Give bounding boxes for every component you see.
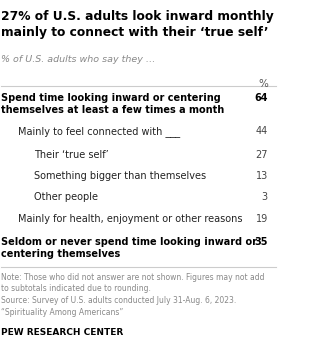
Text: % of U.S. adults who say they …: % of U.S. adults who say they … [1, 55, 156, 64]
Text: 64: 64 [255, 93, 268, 103]
Text: Other people: Other people [34, 193, 98, 202]
Text: Note: Those who did not answer are not shown. Figures may not add
to subtotals i: Note: Those who did not answer are not s… [1, 273, 265, 317]
Text: 13: 13 [256, 171, 268, 181]
Text: Their ‘true self’: Their ‘true self’ [34, 150, 109, 160]
Text: 44: 44 [256, 126, 268, 136]
Text: Mainly to feel connected with ___: Mainly to feel connected with ___ [18, 126, 180, 137]
Text: 19: 19 [256, 214, 268, 224]
Text: Mainly for health, enjoyment or other reasons: Mainly for health, enjoyment or other re… [18, 214, 242, 224]
Text: 27% of U.S. adults look inward monthly
mainly to connect with their ‘true self’: 27% of U.S. adults look inward monthly m… [1, 10, 274, 39]
Text: Spend time looking inward or centering
themselves at least a few times a month: Spend time looking inward or centering t… [1, 93, 225, 115]
Text: 35: 35 [255, 237, 268, 247]
Text: PEW RESEARCH CENTER: PEW RESEARCH CENTER [1, 328, 124, 337]
Text: Seldom or never spend time looking inward or
centering themselves: Seldom or never spend time looking inwar… [1, 237, 257, 259]
Text: 3: 3 [262, 193, 268, 202]
Text: %: % [258, 79, 268, 89]
Text: Something bigger than themselves: Something bigger than themselves [34, 171, 206, 181]
Text: 27: 27 [255, 150, 268, 160]
